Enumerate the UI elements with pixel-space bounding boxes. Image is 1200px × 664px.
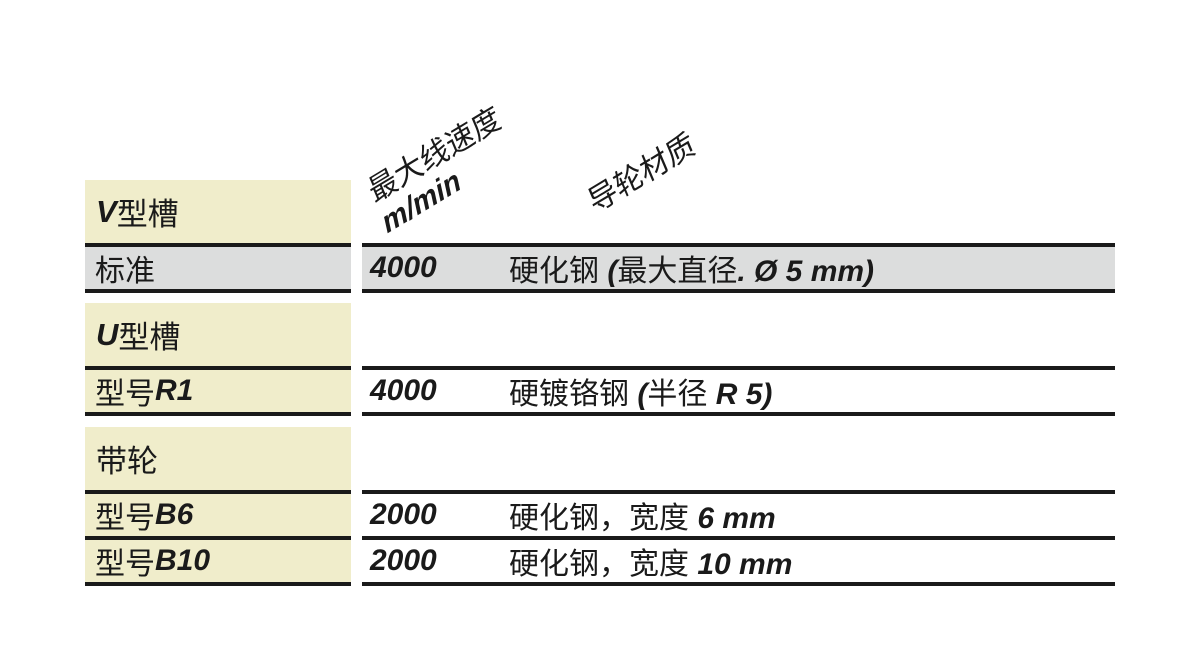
header-spacer xyxy=(362,303,1115,366)
material-part: . Ø 5 mm) xyxy=(737,255,875,288)
material-value: 硬化钢 (最大直径. Ø 5 mm) xyxy=(509,246,874,290)
row-label-cn: 型号 xyxy=(95,502,155,535)
section-u-left-column: U 型槽 型号 R1 xyxy=(85,303,351,416)
speed-value: 2000 xyxy=(370,544,437,577)
speed-value: 2000 xyxy=(370,498,437,531)
table-row: 2000 硬化钢，宽度 6 mm xyxy=(362,490,1115,536)
section-title-latin: U xyxy=(96,316,119,352)
material-part: 硬化钢，宽度 xyxy=(509,502,698,535)
section-v-groove: V 型槽 标准 4000 硬化钢 (最大直径. Ø 5 mm) xyxy=(85,180,1115,293)
section-belt-pulley: 带轮 型号 B6 型号 B10 2000 硬化钢，宽度 6 mm 2000 xyxy=(85,427,1115,586)
row-label-latin: R1 xyxy=(155,374,194,407)
header-spacer xyxy=(362,427,1115,490)
material-part: 半径 xyxy=(647,378,716,411)
material-part: ( xyxy=(607,255,618,288)
row-label-type-b10: 型号 B10 xyxy=(85,536,351,586)
section-belt-left-column: 带轮 型号 B6 型号 B10 xyxy=(85,427,351,586)
material-part: 硬化钢 xyxy=(509,255,608,288)
material-part: 硬化钢，宽度 xyxy=(509,548,698,581)
material-value: 硬镀铬钢 (半径 R 5) xyxy=(509,369,772,413)
section-title-cn: 型槽 xyxy=(118,320,181,355)
column-divider-gap xyxy=(351,427,362,586)
row-label-type-r1: 型号 R1 xyxy=(85,366,351,416)
material-value: 硬化钢，宽度 6 mm xyxy=(509,493,776,537)
speed-value: 4000 xyxy=(370,251,437,284)
section-title-cn: 型槽 xyxy=(116,197,179,232)
material-part: 最大直径 xyxy=(617,255,738,288)
section-title-belt-pulley: 带轮 xyxy=(85,427,351,490)
row-label-cn: 标准 xyxy=(95,255,155,288)
section-title-cn: 带轮 xyxy=(96,444,158,479)
row-label-type-b6: 型号 B6 xyxy=(85,490,351,536)
row-label-standard: 标准 xyxy=(85,243,351,293)
material-part: ( xyxy=(637,378,648,411)
row-label-latin: B10 xyxy=(155,544,211,577)
table-row: 2000 硬化钢，宽度 10 mm xyxy=(362,536,1115,586)
row-label-cn: 型号 xyxy=(95,548,155,581)
row-label-latin: B6 xyxy=(155,498,194,531)
table-row: 4000 硬镀铬钢 (半径 R 5) xyxy=(362,366,1115,416)
material-part: R 5) xyxy=(715,378,773,411)
section-u-groove: U 型槽 型号 R1 4000 硬镀铬钢 (半径 R 5) xyxy=(85,303,1115,416)
section-title-v-groove: V 型槽 xyxy=(85,180,351,243)
material-value: 硬化钢，宽度 10 mm xyxy=(509,539,792,583)
header-spacer xyxy=(362,180,1115,243)
material-part: 硬镀铬钢 xyxy=(509,378,638,411)
spec-table: V 型槽 标准 4000 硬化钢 (最大直径. Ø 5 mm) U 型槽 xyxy=(85,180,1115,586)
table-row: 4000 硬化钢 (最大直径. Ø 5 mm) xyxy=(362,243,1115,293)
section-belt-right-column: 2000 硬化钢，宽度 6 mm 2000 硬化钢，宽度 10 mm xyxy=(362,427,1115,586)
section-v-left-column: V 型槽 标准 xyxy=(85,180,351,293)
section-title-latin: V xyxy=(96,193,117,229)
section-v-right-column: 4000 硬化钢 (最大直径. Ø 5 mm) xyxy=(362,180,1115,293)
column-divider-gap xyxy=(351,180,362,293)
section-title-u-groove: U 型槽 xyxy=(85,303,351,366)
material-part: 6 mm xyxy=(697,502,776,535)
column-divider-gap xyxy=(351,303,362,416)
speed-value: 4000 xyxy=(370,374,437,407)
material-part: 10 mm xyxy=(697,548,793,581)
row-label-cn: 型号 xyxy=(95,378,155,411)
section-u-right-column: 4000 硬镀铬钢 (半径 R 5) xyxy=(362,303,1115,416)
